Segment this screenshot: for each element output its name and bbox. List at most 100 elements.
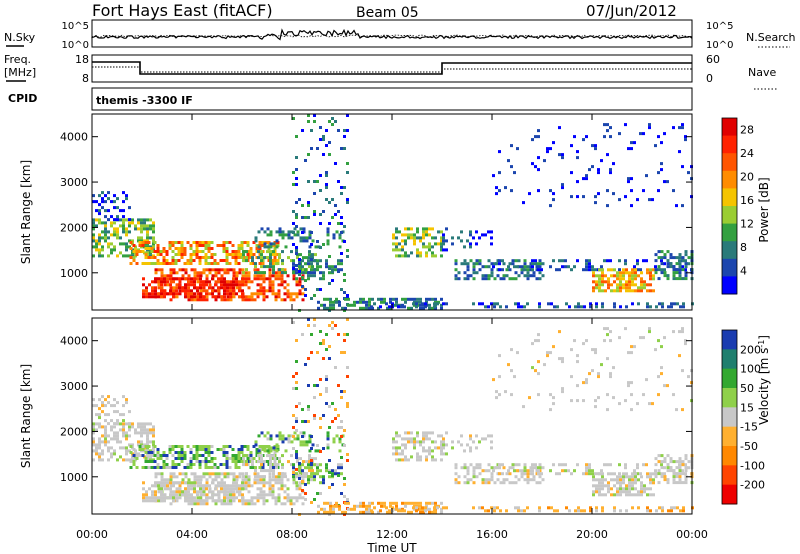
velocity-cell bbox=[410, 437, 413, 441]
power-cell bbox=[310, 297, 313, 300]
velocity-cell bbox=[534, 463, 537, 467]
power-cell bbox=[481, 265, 485, 269]
velocity-cell bbox=[223, 499, 226, 503]
power-cell bbox=[613, 305, 616, 309]
velocity-cell bbox=[675, 472, 679, 476]
velocity-cell bbox=[684, 466, 688, 470]
velocity-cell bbox=[292, 471, 295, 474]
power-cell bbox=[205, 274, 209, 278]
power-cell bbox=[187, 298, 191, 302]
power-cell bbox=[356, 300, 359, 304]
velocity-cell bbox=[210, 457, 214, 460]
power-cell bbox=[235, 286, 239, 290]
velocity-cell bbox=[514, 475, 518, 479]
colorbar-frame bbox=[721, 117, 738, 295]
power-cell bbox=[484, 274, 488, 278]
power-cell bbox=[292, 243, 295, 246]
velocity-cell bbox=[259, 493, 263, 497]
power-cell bbox=[229, 268, 233, 272]
velocity-cell bbox=[95, 446, 98, 450]
power-cell bbox=[260, 259, 263, 263]
power-cell bbox=[649, 268, 652, 272]
velocity-cell bbox=[204, 460, 208, 463]
velocity-cell bbox=[217, 472, 221, 476]
power-cell bbox=[326, 227, 330, 231]
velocity-cell bbox=[437, 446, 440, 450]
power-cell bbox=[205, 277, 209, 281]
velocity-cell bbox=[666, 463, 670, 467]
velocity-cell bbox=[386, 510, 389, 514]
velocity-cell bbox=[493, 481, 497, 485]
power-cell bbox=[258, 247, 262, 250]
velocity-cell bbox=[149, 449, 152, 453]
velocity-cell bbox=[220, 484, 223, 488]
velocity-cell bbox=[440, 440, 443, 444]
power-cell bbox=[634, 268, 637, 272]
velocity-cell bbox=[531, 342, 534, 346]
velocity-cell bbox=[625, 490, 628, 494]
power-cell bbox=[146, 245, 149, 249]
velocity-cell bbox=[149, 458, 152, 462]
power-cell bbox=[260, 227, 264, 231]
velocity-cell bbox=[290, 454, 293, 458]
power-cell bbox=[646, 305, 649, 309]
power-cell bbox=[622, 271, 625, 275]
velocity-cell bbox=[652, 472, 655, 476]
velocity-cell bbox=[513, 469, 516, 473]
power-cell bbox=[341, 306, 344, 310]
velocity-cell bbox=[326, 434, 330, 438]
power-cell bbox=[281, 268, 284, 272]
power-cell bbox=[413, 236, 416, 240]
velocity-cell bbox=[595, 487, 598, 491]
velocity-cell bbox=[322, 339, 325, 342]
power-cell bbox=[98, 221, 101, 225]
power-cell bbox=[214, 268, 218, 272]
velocity-cell bbox=[606, 408, 609, 412]
power-cell bbox=[678, 253, 682, 257]
power-cell bbox=[128, 218, 131, 222]
velocity-cell bbox=[295, 381, 298, 384]
velocity-cell bbox=[403, 509, 406, 513]
power-cell bbox=[343, 273, 346, 276]
power-cell bbox=[153, 250, 157, 253]
velocity-cell bbox=[202, 487, 205, 491]
power-cell bbox=[495, 262, 498, 266]
power-cell bbox=[192, 259, 196, 262]
power-cell bbox=[322, 271, 325, 275]
power-cell bbox=[537, 129, 540, 133]
power-cell bbox=[119, 251, 122, 255]
power-cell bbox=[202, 280, 205, 284]
velocity-cell bbox=[657, 472, 661, 476]
power-cell bbox=[213, 253, 217, 256]
power-cell bbox=[223, 286, 226, 290]
velocity-cell bbox=[207, 454, 211, 457]
velocity-cell bbox=[237, 466, 241, 469]
velocity-cell bbox=[322, 475, 325, 479]
power-cell bbox=[343, 129, 346, 132]
velocity-cell bbox=[254, 443, 258, 447]
velocity-cell bbox=[201, 454, 205, 457]
velocity-cell bbox=[277, 493, 281, 497]
velocity-cell bbox=[131, 425, 134, 429]
power-cell bbox=[131, 254, 134, 258]
velocity-cell bbox=[570, 472, 573, 476]
velocity-cell bbox=[663, 460, 667, 464]
power-cell bbox=[278, 253, 281, 257]
power-cell bbox=[177, 250, 181, 253]
power-cell bbox=[419, 236, 422, 240]
velocity-cell bbox=[416, 455, 419, 459]
velocity-cell bbox=[277, 499, 281, 503]
velocity-cell bbox=[263, 446, 267, 450]
velocity-cell bbox=[481, 481, 485, 485]
power-cell bbox=[419, 306, 422, 310]
power-cell bbox=[266, 245, 270, 249]
velocity-cell bbox=[232, 472, 236, 476]
velocity-cell bbox=[165, 466, 169, 469]
power-cell bbox=[229, 289, 232, 293]
velocity-cell bbox=[329, 504, 332, 508]
velocity-cell bbox=[585, 378, 588, 382]
power-cell bbox=[275, 245, 279, 249]
velocity-cell bbox=[681, 481, 685, 485]
power-cell bbox=[340, 192, 343, 195]
velocity-cell bbox=[271, 496, 275, 500]
